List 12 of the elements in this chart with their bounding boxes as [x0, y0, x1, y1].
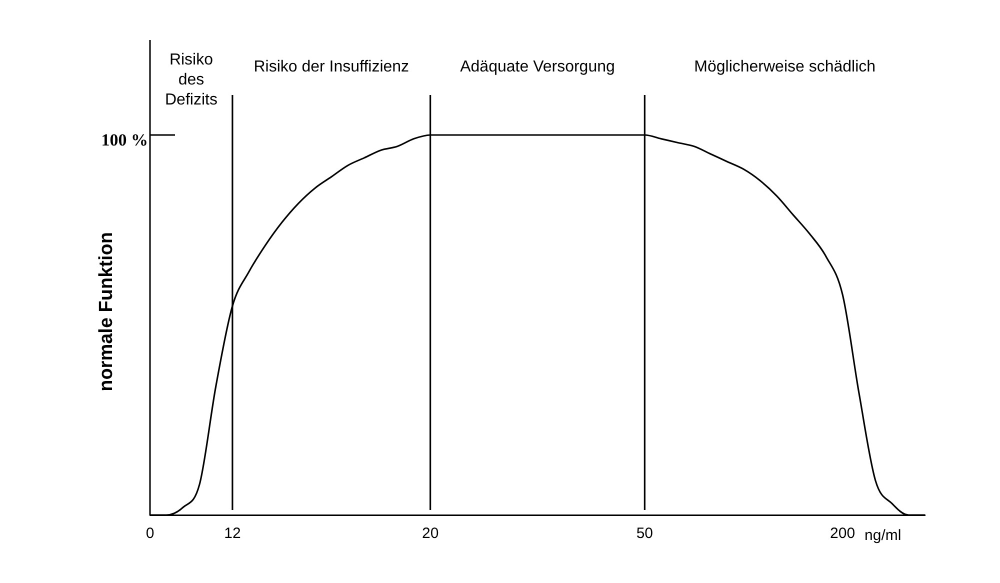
text: Möglicherweise schädlich: [694, 58, 876, 76]
text: Risiko des Defizits: [164, 51, 218, 108]
x-tick-label: 20: [422, 525, 439, 542]
x-axis-title: ng/ml: [864, 527, 902, 544]
x-tick-label: 200: [830, 525, 856, 542]
text: 100 %: [101, 130, 148, 150]
text: Adäquate Versorgung: [460, 58, 615, 76]
x-tick-label: 50: [636, 525, 654, 542]
y-axis-title: normale Funktion: [96, 232, 118, 392]
x-tick-label: 0: [146, 525, 154, 542]
x-tick-label: 12: [224, 525, 241, 542]
text: Risiko der Insuffizienz: [254, 58, 410, 76]
